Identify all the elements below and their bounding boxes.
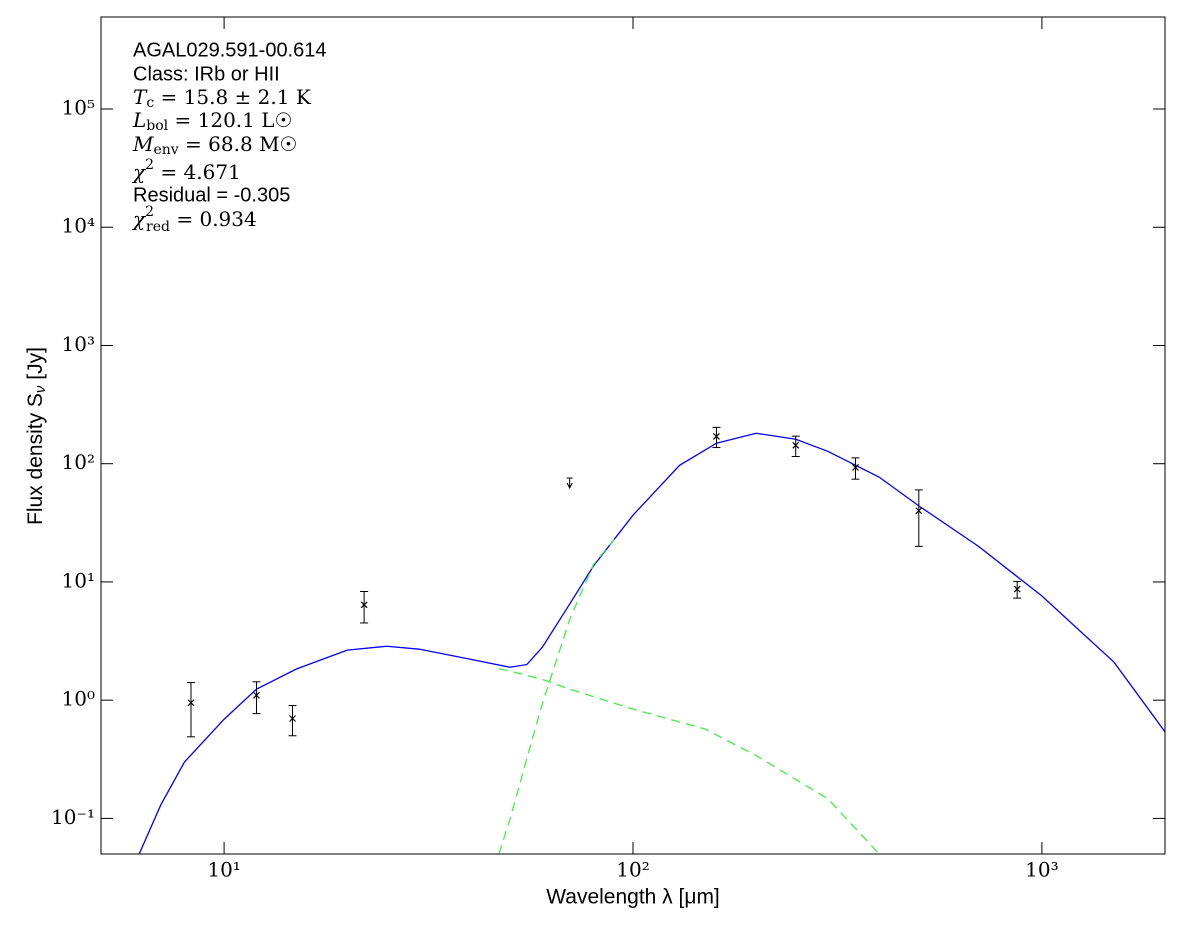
data-point [187, 699, 195, 707]
annotation-value: = 0.934 [170, 207, 257, 231]
annotation-sub: c [146, 95, 154, 111]
y-tick-label: 10¹ [62, 568, 95, 592]
annotation-symbol: M [132, 132, 154, 156]
annotation-sub: red [146, 219, 170, 235]
data-point [253, 691, 260, 699]
y-tick-label: 10⁵ [62, 96, 95, 120]
x-tick-label: 10² [616, 858, 649, 882]
component-curve [498, 538, 615, 854]
annotation-value: = 15.8 ± 2.1 K [154, 85, 312, 109]
x-axis-label: Wavelength λ [μm] [546, 886, 720, 909]
annotation: Lbol = 120.1 L☉ [132, 108, 292, 135]
annotation-sub: bol [146, 118, 168, 134]
component-curve [498, 667, 880, 854]
annotation-symbol: χ [131, 207, 147, 231]
upper-limit-arrow [566, 478, 573, 490]
marks: 10¹ 10² 10³ 10⁻¹ 10⁰ 10¹ 10² 10³ 10⁴ 10⁵ AGAL029.5… [51, 17, 1165, 882]
annotation-symbol: L [132, 108, 146, 132]
annotation-value: = 4.671 [154, 160, 241, 184]
annotation-value: = 120.1 L☉ [168, 108, 292, 132]
annotation: Class: IRb or HII [133, 63, 280, 85]
data-point [792, 441, 800, 449]
annotation-symbol: T [133, 85, 148, 109]
y-axis-label-base: Flux density S [24, 393, 47, 525]
data-point [713, 433, 720, 440]
y-axis-label: Flux density Sν [Jy] [24, 347, 49, 525]
y-tick-label: 10³ [62, 332, 95, 356]
data-point [915, 507, 923, 515]
annotation: Menv = 68.8 M☉ [132, 132, 297, 159]
y-tick-label: 10⁴ [62, 214, 95, 238]
annotation-symbol: χ [131, 160, 147, 184]
annotation: Tc = 15.8 ± 2.1 K [133, 85, 312, 112]
annotation: Residual = -0.305 [133, 184, 290, 206]
data-point [360, 601, 368, 609]
annotation: χ2 = 4.671 [131, 157, 241, 184]
y-tick-label: 10² [62, 450, 95, 474]
curves [138, 432, 1165, 854]
y-tick-label: 10⁰ [62, 687, 95, 711]
annotation-sub: env [153, 142, 178, 158]
annotation-value: = 68.8 M☉ [179, 132, 298, 156]
annotation-sup: 2 [145, 157, 154, 173]
y-axis-label-rest: [Jy] [24, 347, 47, 386]
y-axis-label-sub: ν [32, 385, 49, 393]
x-tick-label: 10³ [1025, 858, 1058, 882]
annotation-sup: 2 [145, 204, 154, 220]
x-tick-label: 10¹ [207, 858, 240, 882]
fit-curve [138, 432, 1165, 854]
data-point [1013, 585, 1021, 593]
plot-frame [100, 16, 1166, 855]
y-tick-label: 10⁻¹ [51, 805, 95, 829]
annotation: AGAL029.591-00.614 [133, 39, 327, 61]
data-point [289, 715, 296, 722]
annotation: χ2 red = 0.934 [131, 204, 257, 235]
data-point [852, 464, 859, 471]
